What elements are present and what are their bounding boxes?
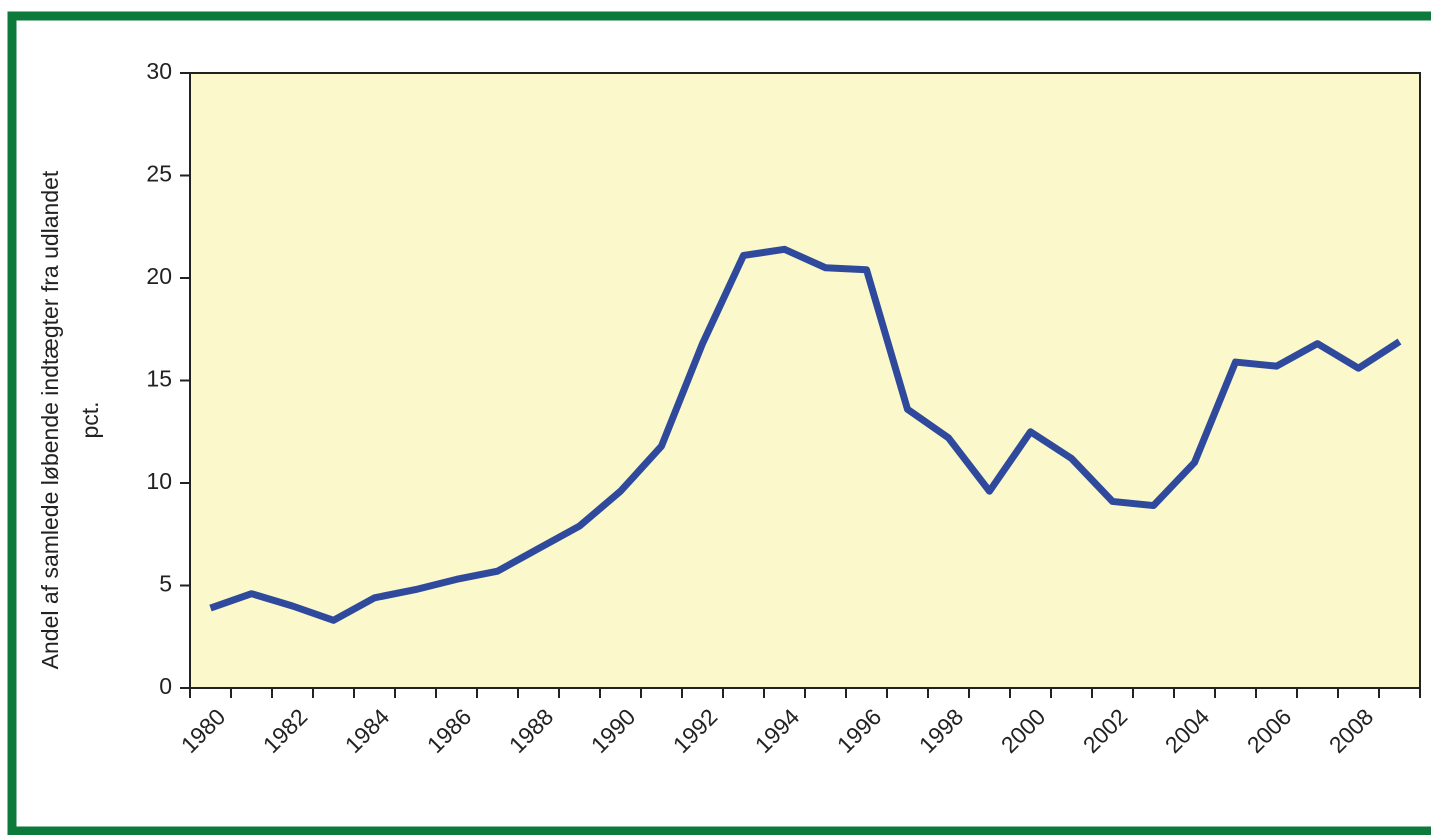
x-tick-label: 1984 bbox=[340, 703, 395, 758]
x-tick-label: 2000 bbox=[996, 703, 1051, 758]
y-tick-label: 5 bbox=[159, 571, 172, 597]
x-tick-label: 1998 bbox=[914, 703, 969, 758]
y-tick-label: 0 bbox=[159, 673, 172, 699]
y-tick-label: 20 bbox=[146, 263, 172, 289]
y-tick-label: 30 bbox=[146, 58, 172, 84]
x-tick-label: 1996 bbox=[832, 703, 887, 758]
x-tick-label: 1992 bbox=[668, 703, 723, 758]
x-tick-label: 1994 bbox=[750, 703, 805, 758]
y-tick-label: 25 bbox=[146, 161, 172, 187]
y-axis-label: Andel af samlede løbende indtægter fra u… bbox=[37, 170, 63, 669]
x-tick-label: 1986 bbox=[422, 703, 477, 758]
x-tick-label: 1982 bbox=[258, 703, 313, 758]
x-tick-label: 1988 bbox=[504, 703, 559, 758]
line-series bbox=[209, 245, 1402, 624]
frame bbox=[7, 11, 1431, 835]
x-tick-label: 1990 bbox=[586, 703, 641, 758]
x-tick-label: 2002 bbox=[1078, 703, 1133, 758]
x-tick-label: 2004 bbox=[1160, 703, 1215, 758]
x-tick-label: 1980 bbox=[176, 703, 231, 758]
y-tick-label: 15 bbox=[146, 366, 172, 392]
y-axis-label: pct. bbox=[77, 401, 103, 438]
y-tick-label: 10 bbox=[146, 468, 172, 494]
x-tick-label: 2008 bbox=[1324, 703, 1379, 758]
x-tick-label: 2006 bbox=[1242, 703, 1297, 758]
